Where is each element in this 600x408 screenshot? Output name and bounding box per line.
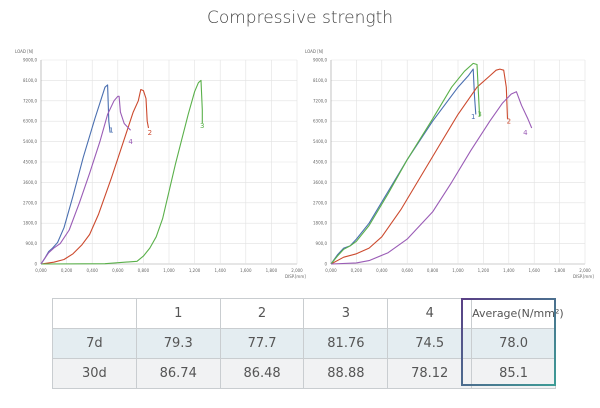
right-ytick-label-8: 7200,0 <box>313 98 327 103</box>
cell-7d-4: 74.5 <box>387 328 473 359</box>
left-series-label-1: 1 <box>109 127 113 135</box>
right-ytick-label-10: 9000,0 <box>313 58 327 63</box>
right-xtick-label-1: 0,200 <box>351 268 363 273</box>
chart-right: 0 900,0 1800,0 2700,0 3600,0 4500,0 5400,0 6300… <box>305 49 594 279</box>
left-xtick-label-2: 0,400 <box>86 268 98 273</box>
left-ytick-label-7: 6300,0 <box>23 119 37 124</box>
left-xtick-label-0: 0,000 <box>35 268 47 273</box>
cell-30d-average: 85.1 <box>471 358 556 389</box>
cell-7d-2: 77.7 <box>219 328 305 359</box>
left-ytick-label-4: 3600,0 <box>23 180 37 185</box>
right-series-line-4 <box>330 91 533 265</box>
header-cell-1: 1 <box>135 298 221 329</box>
right-ytick-label-7: 6300,0 <box>313 119 327 124</box>
right-series-label-3: 3 <box>477 111 481 119</box>
right-xtick-label-3: 0,600 <box>401 268 413 273</box>
right-xtick-label-6: 1,200 <box>478 268 490 273</box>
right-ytick-label-0: 0 <box>324 262 327 267</box>
left-ytick-label-9: 8100,0 <box>23 78 37 83</box>
right-xtick-label-5: 1,000 <box>452 268 464 273</box>
cell-30d-4: 78.12 <box>387 358 473 389</box>
cell-30d-2: 86.48 <box>219 358 305 389</box>
cell-30d-3: 88.88 <box>303 358 389 389</box>
right-ytick-label-2: 1800,0 <box>313 221 327 226</box>
left-xtick-label-10: 2,000 <box>291 268 303 273</box>
right-series-line-2 <box>330 68 509 265</box>
cell-7d-1: 79.3 <box>135 328 221 359</box>
cell-30d-1: 86.74 <box>135 358 221 389</box>
right-xtick-label-9: 1,800 <box>554 268 566 273</box>
right-ytick-label-9: 8100,0 <box>313 78 327 83</box>
left-xtick-label-7: 1,400 <box>214 268 226 273</box>
table-row-7d: 7d 79.3 77.7 81.76 74.5 78.0 <box>52 328 556 359</box>
cell-7d-3: 81.76 <box>303 328 389 359</box>
left-xtick-label-8: 1,600 <box>240 268 252 273</box>
right-xtick-label-10: 2,000 <box>579 268 591 273</box>
chart-left: 0 900,0 1800,0 2700,0 3600,0 4500,0 5400,0 6300… <box>15 49 306 279</box>
left-ytick-label-10: 9000,0 <box>23 58 37 63</box>
row-label-7d: 7d <box>52 328 137 359</box>
right-ylabel: LOAD [N] <box>305 49 324 54</box>
right-ytick-label-6: 5400,0 <box>313 139 327 144</box>
header-cell-average: Average(N/mm²) <box>471 298 564 329</box>
right-ytick-label-4: 3600,0 <box>313 180 327 185</box>
left-xtick-label-6: 1,200 <box>189 268 201 273</box>
left-xtick-label-4: 0,800 <box>138 268 150 273</box>
left-series-line-4 <box>40 95 132 265</box>
left-ytick-label-6: 5400,0 <box>23 139 37 144</box>
left-series-label-2: 2 <box>148 129 152 137</box>
left-ytick-label-3: 2700,0 <box>23 200 37 205</box>
right-xlabel: DISP.[mm] <box>573 274 594 279</box>
left-series-line-1 <box>40 84 111 265</box>
right-ytick-label-3: 2700,0 <box>313 200 327 205</box>
left-series-label-4: 4 <box>128 138 133 146</box>
right-series-label-1: 1 <box>471 113 475 121</box>
left-ytick-label-8: 7200,0 <box>23 98 37 103</box>
header-cell-blank <box>52 298 137 329</box>
table-header-row: 1 2 3 4 Average(N/mm²) <box>52 298 564 329</box>
right-xtick-label-0: 0,000 <box>325 268 337 273</box>
header-cell-3: 3 <box>303 298 389 329</box>
row-label-30d: 30d <box>52 358 137 389</box>
right-xtick-label-8: 1,600 <box>528 268 540 273</box>
right-series-line-3 <box>330 62 481 265</box>
left-series-line-2 <box>40 88 150 265</box>
right-series-label-2: 2 <box>507 117 511 125</box>
left-ylabel: LOAD [N] <box>15 49 34 54</box>
left-xtick-label-3: 0,600 <box>112 268 124 273</box>
charts-canvas: 0 900,0 1800,0 2700,0 3600,0 4500,0 5400,0 6300… <box>15 49 594 279</box>
left-ytick-label-1: 900,0 <box>26 241 38 246</box>
right-xtick-label-7: 1,400 <box>503 268 515 273</box>
left-ytick-label-2: 1800,0 <box>23 221 37 226</box>
left-series-line-3 <box>40 79 203 265</box>
left-xtick-label-9: 1,800 <box>266 268 278 273</box>
right-series-label-4: 4 <box>523 129 528 137</box>
left-ytick-label-0: 0 <box>34 262 37 267</box>
cell-7d-average: 78.0 <box>471 328 556 359</box>
left-xtick-label-5: 1,000 <box>163 268 175 273</box>
left-series-label-3: 3 <box>200 122 204 130</box>
right-xtick-label-2: 0,400 <box>376 268 388 273</box>
left-ytick-label-5: 4500,0 <box>23 160 37 165</box>
page-title: Compressive strength <box>206 8 394 28</box>
header-cell-2: 2 <box>219 298 305 329</box>
right-xtick-label-4: 0,800 <box>427 268 439 273</box>
header-cell-4: 4 <box>387 298 473 329</box>
table-row-30d: 30d 86.74 86.48 88.88 78.12 85.1 <box>52 358 556 389</box>
right-ytick-label-5: 4500,0 <box>313 160 327 165</box>
right-ytick-label-1: 900,0 <box>316 241 328 246</box>
left-xtick-label-1: 0,200 <box>61 268 73 273</box>
left-xlabel: DISP.[mm] <box>285 274 306 279</box>
results-table: 1 2 3 4 Average(N/mm²) 7d 79.3 77.7 81.7… <box>52 298 564 389</box>
